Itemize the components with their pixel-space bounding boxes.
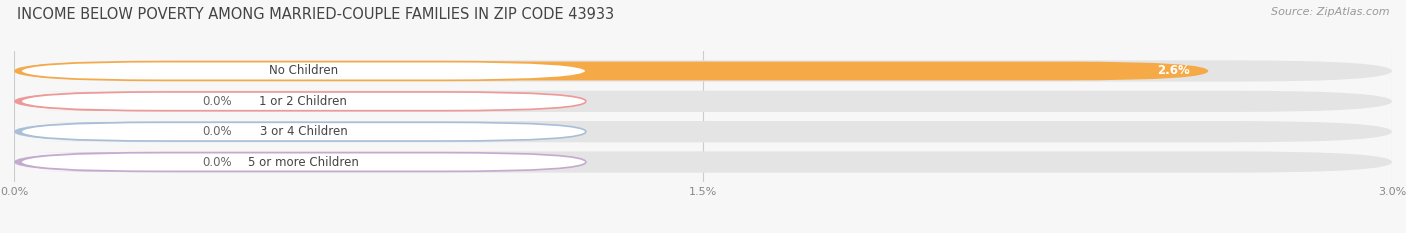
Text: 1 or 2 Children: 1 or 2 Children (260, 95, 347, 108)
FancyBboxPatch shape (14, 151, 1392, 173)
FancyBboxPatch shape (14, 60, 1392, 82)
Text: No Children: No Children (269, 65, 337, 78)
FancyBboxPatch shape (21, 92, 586, 111)
Text: 0.0%: 0.0% (202, 125, 232, 138)
FancyBboxPatch shape (21, 62, 586, 80)
Text: INCOME BELOW POVERTY AMONG MARRIED-COUPLE FAMILIES IN ZIP CODE 43933: INCOME BELOW POVERTY AMONG MARRIED-COUPL… (17, 7, 614, 22)
FancyBboxPatch shape (21, 153, 586, 171)
FancyBboxPatch shape (14, 122, 180, 141)
Text: Source: ZipAtlas.com: Source: ZipAtlas.com (1271, 7, 1389, 17)
Text: 5 or more Children: 5 or more Children (247, 155, 359, 168)
FancyBboxPatch shape (14, 92, 180, 111)
FancyBboxPatch shape (21, 122, 586, 141)
Text: 0.0%: 0.0% (202, 95, 232, 108)
FancyBboxPatch shape (14, 153, 180, 171)
Text: 0.0%: 0.0% (202, 155, 232, 168)
FancyBboxPatch shape (14, 91, 1392, 112)
Text: 2.6%: 2.6% (1157, 65, 1189, 78)
FancyBboxPatch shape (14, 121, 1392, 142)
FancyBboxPatch shape (14, 62, 1208, 80)
Text: 3 or 4 Children: 3 or 4 Children (260, 125, 347, 138)
